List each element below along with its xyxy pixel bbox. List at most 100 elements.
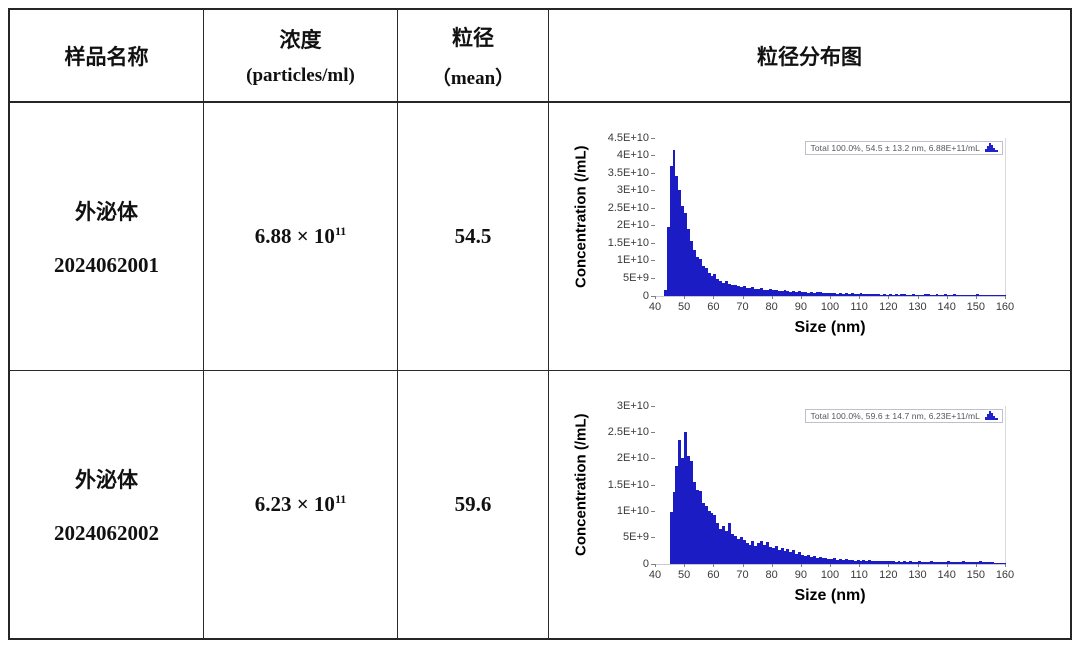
y-tick-mark — [651, 431, 655, 433]
histogram-bar — [710, 512, 714, 564]
x-tick-mark — [1005, 295, 1006, 299]
histogram-bar — [786, 549, 790, 564]
histogram-bar — [751, 287, 755, 296]
histogram-bar — [862, 560, 866, 564]
x-tick-mark — [830, 295, 831, 299]
histogram-bar — [725, 281, 729, 296]
histogram-bar — [754, 288, 758, 296]
histogram-bar — [888, 294, 892, 296]
histogram-bar — [953, 294, 956, 296]
histogram-bar — [763, 289, 767, 296]
histogram-bar — [923, 294, 927, 296]
histogram-bar — [953, 562, 956, 564]
histogram-bar — [675, 466, 679, 564]
histogram-bar — [824, 557, 828, 564]
size-mean-value-1: 54.5 — [454, 224, 492, 248]
x-tick-label: 120 — [879, 568, 898, 581]
x-tick-label: 140 — [937, 568, 956, 581]
plot-area: Total 100.0%, 59.6 ± 14.7 nm, 6.23E+11/m… — [655, 405, 1006, 565]
histogram-bar — [798, 291, 802, 296]
histogram-bar — [906, 561, 910, 564]
histogram-bar — [748, 288, 752, 296]
histogram-bar — [970, 561, 974, 564]
x-tick-label: 40 — [648, 300, 662, 313]
x-tick-mark — [800, 295, 802, 299]
histogram-bar — [692, 481, 696, 564]
header-concentration-unit: (particles/ml) — [246, 65, 355, 86]
histogram-bar — [736, 539, 740, 564]
header-concentration: 浓度 (particles/ml) — [204, 10, 398, 103]
concentration-value-1: 6.88 × 1011 — [254, 224, 347, 248]
histogram-bar — [730, 285, 734, 296]
histogram-bar — [917, 294, 921, 296]
histogram-bar — [999, 562, 1003, 564]
histogram-bar — [897, 561, 901, 564]
histogram-bar — [806, 292, 810, 296]
histogram-bar — [704, 268, 708, 296]
histogram-bar — [792, 290, 796, 296]
histogram-legend-icon — [985, 143, 998, 152]
histogram-bar — [804, 291, 807, 296]
histogram-bar — [847, 560, 851, 564]
y-tick-label: 1E+10 — [616, 504, 649, 517]
histogram-bar — [996, 562, 1000, 564]
histogram-bar — [891, 294, 895, 296]
x-tick-mark — [946, 563, 948, 567]
x-tick-label: 140 — [937, 300, 956, 313]
size-distribution-chart-1: Concentration (/mL) 4.5E+10 4E+10 3.5E+10 3E… — [571, 128, 1026, 346]
histogram-bar — [707, 273, 711, 296]
histogram-bar — [745, 287, 749, 296]
x-tick-mark — [713, 295, 715, 299]
y-tick-mark — [651, 277, 655, 279]
histogram-bar — [920, 561, 924, 564]
histogram-bar — [690, 241, 693, 296]
histogram-bar — [976, 561, 980, 564]
distribution-cell-2: Concentration (/mL) 3E+10 2.5E+10 2E+10 1.5E… — [549, 371, 1070, 638]
sample-results-table: 样品名称 浓度 (particles/ml) 粒径 （mean） 粒径分布图 外… — [8, 8, 1072, 640]
histogram-bar — [955, 561, 959, 564]
y-tick-mark — [651, 225, 655, 227]
sample-id-1: 2024062001 — [54, 252, 159, 277]
x-tick-label: 160 — [995, 300, 1015, 313]
x-tick-label: 90 — [794, 300, 807, 313]
y-tick-mark — [651, 155, 655, 157]
histogram-bar — [821, 558, 825, 564]
x-tick-label: 100 — [820, 568, 840, 581]
y-tick-label: 1.5E+10 — [607, 236, 649, 249]
header-sample-name-label: 样品名称 — [64, 44, 149, 69]
x-tick-mark — [684, 563, 686, 567]
y-tick-mark — [651, 207, 655, 209]
histogram-bar — [871, 561, 875, 564]
histogram-bar — [681, 205, 685, 296]
histogram-bar — [739, 537, 743, 564]
histogram-bar — [862, 294, 866, 296]
histogram-bar — [812, 293, 816, 296]
x-tick-mark — [742, 295, 744, 299]
header-distribution-label: 粒径分布图 — [757, 44, 862, 69]
histogram-bar — [777, 549, 781, 564]
histogram-bar — [982, 561, 986, 564]
histogram-bar — [763, 544, 767, 564]
header-size: 粒径 （mean） — [398, 10, 549, 103]
y-tick-mark — [651, 242, 655, 244]
histogram-bar — [669, 165, 673, 296]
legend-stats-text: Total 100.0%, 59.6 ± 14.7 nm, 6.23E+11/m… — [810, 410, 980, 421]
x-axis-label: Size (nm) — [794, 586, 866, 604]
histogram-bar — [958, 294, 962, 296]
histogram-bar — [970, 294, 974, 296]
y-tick-mark — [651, 484, 655, 486]
histogram-bar — [815, 557, 819, 564]
x-tick-label: 40 — [648, 568, 662, 581]
histogram-bar — [789, 291, 793, 296]
x-tick-label: 50 — [678, 568, 691, 581]
x-tick-mark — [655, 563, 656, 567]
histogram-bar — [865, 294, 869, 296]
x-tick-label: 160 — [995, 568, 1015, 581]
histogram-bar — [739, 286, 743, 296]
concentration-cell-1: 6.88 × 1011 — [204, 103, 398, 371]
histogram-legend-icon — [985, 411, 998, 420]
size-distribution-chart-2: Concentration (/mL) 3E+10 2.5E+10 2E+10 1.5E… — [571, 396, 1026, 614]
histogram-bar — [973, 562, 977, 564]
histogram-bar — [1002, 562, 1006, 564]
